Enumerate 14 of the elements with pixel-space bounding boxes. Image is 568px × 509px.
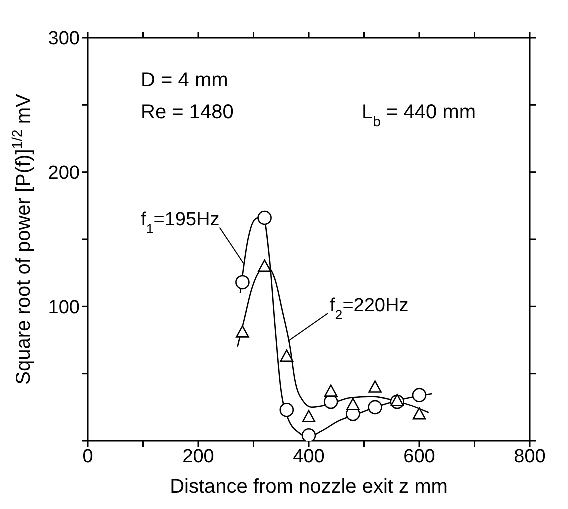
annotation: f$_{1}$=195Hz bbox=[141, 210, 220, 236]
x-tick-label: 800 bbox=[514, 446, 546, 468]
x-tick-label: 600 bbox=[404, 446, 436, 468]
annotation: D = 4 mm bbox=[141, 69, 228, 92]
annotation: L$_{b}$ = 440 mm bbox=[362, 102, 476, 130]
annotation: f$_{2}$=220Hz bbox=[330, 296, 409, 322]
x-tick-label: 400 bbox=[293, 446, 325, 468]
y-tick-label: 300 bbox=[48, 28, 80, 50]
y-tick-label: 200 bbox=[48, 163, 80, 184]
annotation: Re = 1480 bbox=[141, 102, 234, 124]
y-tick-label: 100 bbox=[48, 297, 80, 318]
x-tick-label: 0 bbox=[82, 446, 94, 468]
x-axis-title: Distance from nozzle exit z mm bbox=[170, 476, 448, 498]
x-tick-label: 200 bbox=[182, 446, 214, 468]
